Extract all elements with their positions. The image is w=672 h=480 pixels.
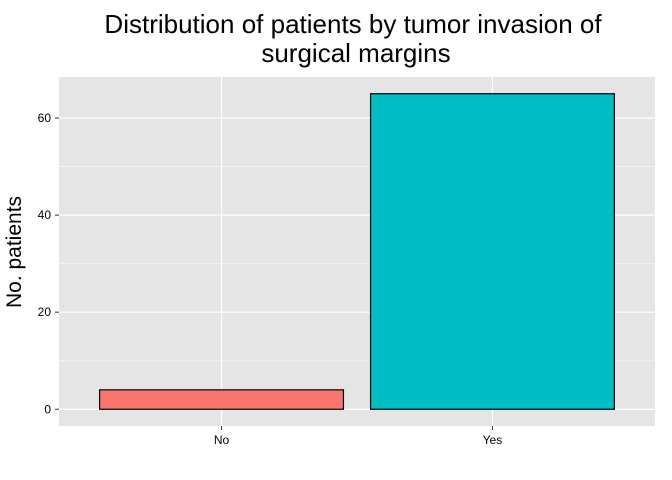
- y-tick-label: 60: [38, 111, 52, 125]
- y-axis-label: No. patients: [3, 196, 26, 308]
- x-tick-label: Yes: [483, 433, 503, 447]
- x-axis-ticks: No Yes: [214, 426, 502, 447]
- bar-no: [99, 389, 345, 410]
- bar-yes: [369, 93, 615, 410]
- y-tick-label: 0: [44, 402, 51, 416]
- y-axis-ticks: 0 20 40 60: [38, 111, 59, 416]
- y-tick-label: 40: [38, 208, 52, 222]
- bars: [99, 93, 615, 410]
- x-tick-label: No: [214, 433, 230, 447]
- chart-title-line-2: surgical margins: [261, 38, 450, 68]
- chart-title-line-1: Distribution of patients by tumor invasi…: [104, 9, 602, 39]
- y-tick-label: 20: [38, 305, 52, 319]
